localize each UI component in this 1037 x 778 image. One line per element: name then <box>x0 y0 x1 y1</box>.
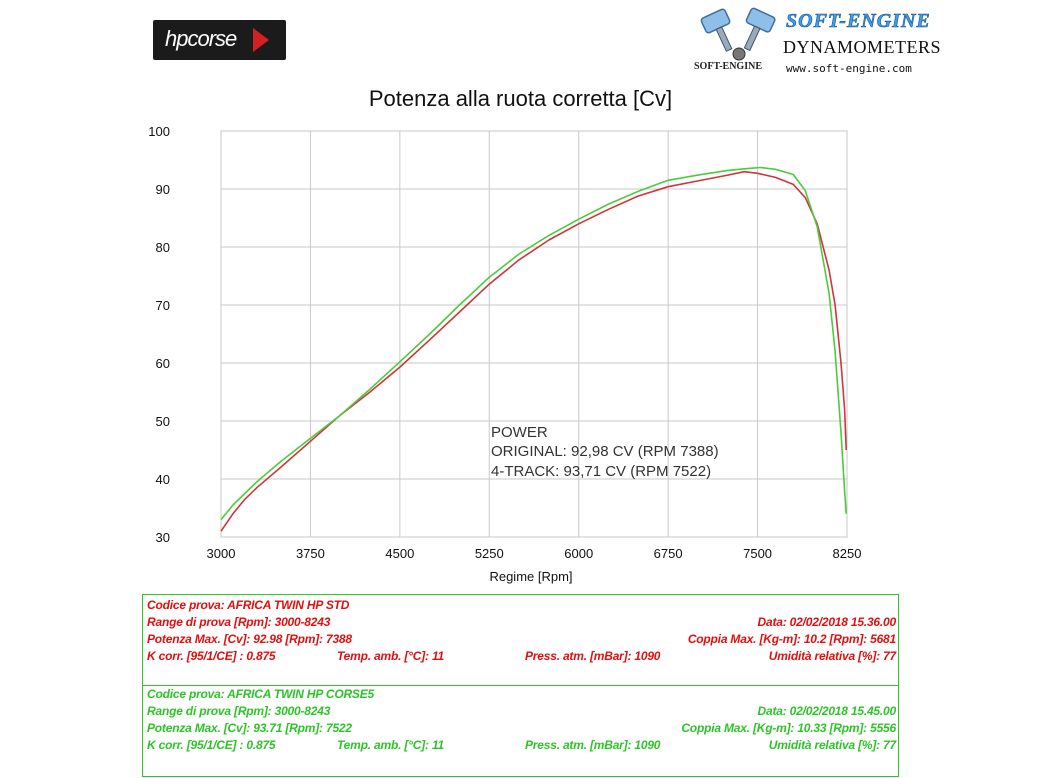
x-tick-label: 7500 <box>743 546 772 561</box>
x-tick-labels: 3000 3750 4500 5250 6000 6750 7500 8250 <box>207 546 862 561</box>
test1-potenza: Potenza Max. [Cv]: 92.98 [Rpm]: 7388 <box>147 632 352 646</box>
test2-potenza: Potenza Max. [Cv]: 93.71 [Rpm]: 7522 <box>147 721 352 735</box>
annotation-original: ORIGINAL: 92,98 CV (RPM 7388) <box>491 443 719 460</box>
test1-range: Range di prova [Rpm]: 3000-8243 <box>147 615 331 629</box>
test-info-original: Codice prova: AFRICA TWIN HP STD Range d… <box>142 594 899 686</box>
power-chart: 30 40 50 60 70 80 90 100 3000 3750 4500 5250 6000 67… <box>148 124 862 584</box>
y-tick-labels: 30 40 50 60 70 80 90 100 <box>148 124 170 545</box>
chart-grid <box>220 130 848 538</box>
test1-codice: Codice prova: AFRICA TWIN HP STD <box>147 598 350 612</box>
test2-range: Range di prova [Rpm]: 3000-8243 <box>147 704 331 718</box>
y-tick-label: 30 <box>156 530 170 545</box>
hpcorse-logo-text: hpcorse <box>165 26 237 51</box>
y-tick-label: 70 <box>156 298 170 313</box>
hpcorse-logo: hpcorse <box>153 20 286 60</box>
x-tick-label: 4500 <box>385 546 414 561</box>
series-line-4-track <box>220 166 847 521</box>
soft-engine-small-logo: SOFT-ENGINE <box>694 61 762 72</box>
test1-coppia: Coppia Max. [Kg-m]: 10.2 [Rpm]: 5681 <box>687 632 896 646</box>
annotation-4track: 4-TRACK: 93,71 CV (RPM 7522) <box>491 463 711 480</box>
x-tick-label: 6750 <box>654 546 683 561</box>
x-tick-label: 8250 <box>833 546 862 561</box>
test-info-4track: Codice prova: AFRICA TWIN HP CORSE5 Rang… <box>142 684 899 777</box>
x-axis-label: Regime [Rpm] <box>489 569 572 584</box>
pistons-icon <box>700 7 776 61</box>
dynamometers-label: DYNAMOMETERS <box>783 37 942 57</box>
test2-coppia: Coppia Max. [Kg-m]: 10.33 [Rpm]: 5556 <box>681 721 896 735</box>
test2-press: Press. atm. [mBar]: 1090 <box>525 738 661 752</box>
website-url: www.soft-engine.com <box>786 62 912 75</box>
annotation-heading: POWER <box>491 424 548 441</box>
chart-title: Potenza alla ruota corretta [Cv] <box>368 86 673 111</box>
test1-temp: Temp. amb. [°C]: 11 <box>337 649 445 663</box>
x-tick-label: 3000 <box>207 546 236 561</box>
annotation: POWER ORIGINAL: 92,98 CV (RPM 7388) 4-TR… <box>491 424 719 480</box>
chevron-icon <box>253 28 269 52</box>
x-tick-label: 5250 <box>475 546 504 561</box>
y-tick-label: 100 <box>148 124 170 139</box>
y-tick-label: 90 <box>156 182 170 197</box>
test2-umid: Umidità relativa [%]: 77 <box>768 738 896 752</box>
y-tick-label: 40 <box>156 472 170 487</box>
x-tick-label: 3750 <box>296 546 325 561</box>
series-lines <box>220 166 847 532</box>
soft-engine-brand: SOFT-ENGINE <box>786 10 931 33</box>
test1-kcorr: K corr. [95/1/CE] : 0.875 <box>147 649 276 663</box>
test2-temp: Temp. amb. [°C]: 11 <box>337 738 445 752</box>
test2-data: Data: 02/02/2018 15.45.00 <box>757 704 897 718</box>
y-tick-label: 60 <box>156 356 170 371</box>
y-tick-label: 80 <box>156 240 170 255</box>
test2-codice: Codice prova: AFRICA TWIN HP CORSE5 <box>147 687 375 701</box>
test1-press: Press. atm. [mBar]: 1090 <box>525 649 661 663</box>
test1-umid: Umidità relativa [%]: 77 <box>768 649 896 663</box>
test1-data: Data: 02/02/2018 15.36.00 <box>757 615 897 629</box>
y-tick-label: 50 <box>156 414 170 429</box>
x-tick-label: 6000 <box>564 546 593 561</box>
series-line-original <box>220 170 847 532</box>
test2-kcorr: K corr. [95/1/CE] : 0.875 <box>147 738 276 752</box>
